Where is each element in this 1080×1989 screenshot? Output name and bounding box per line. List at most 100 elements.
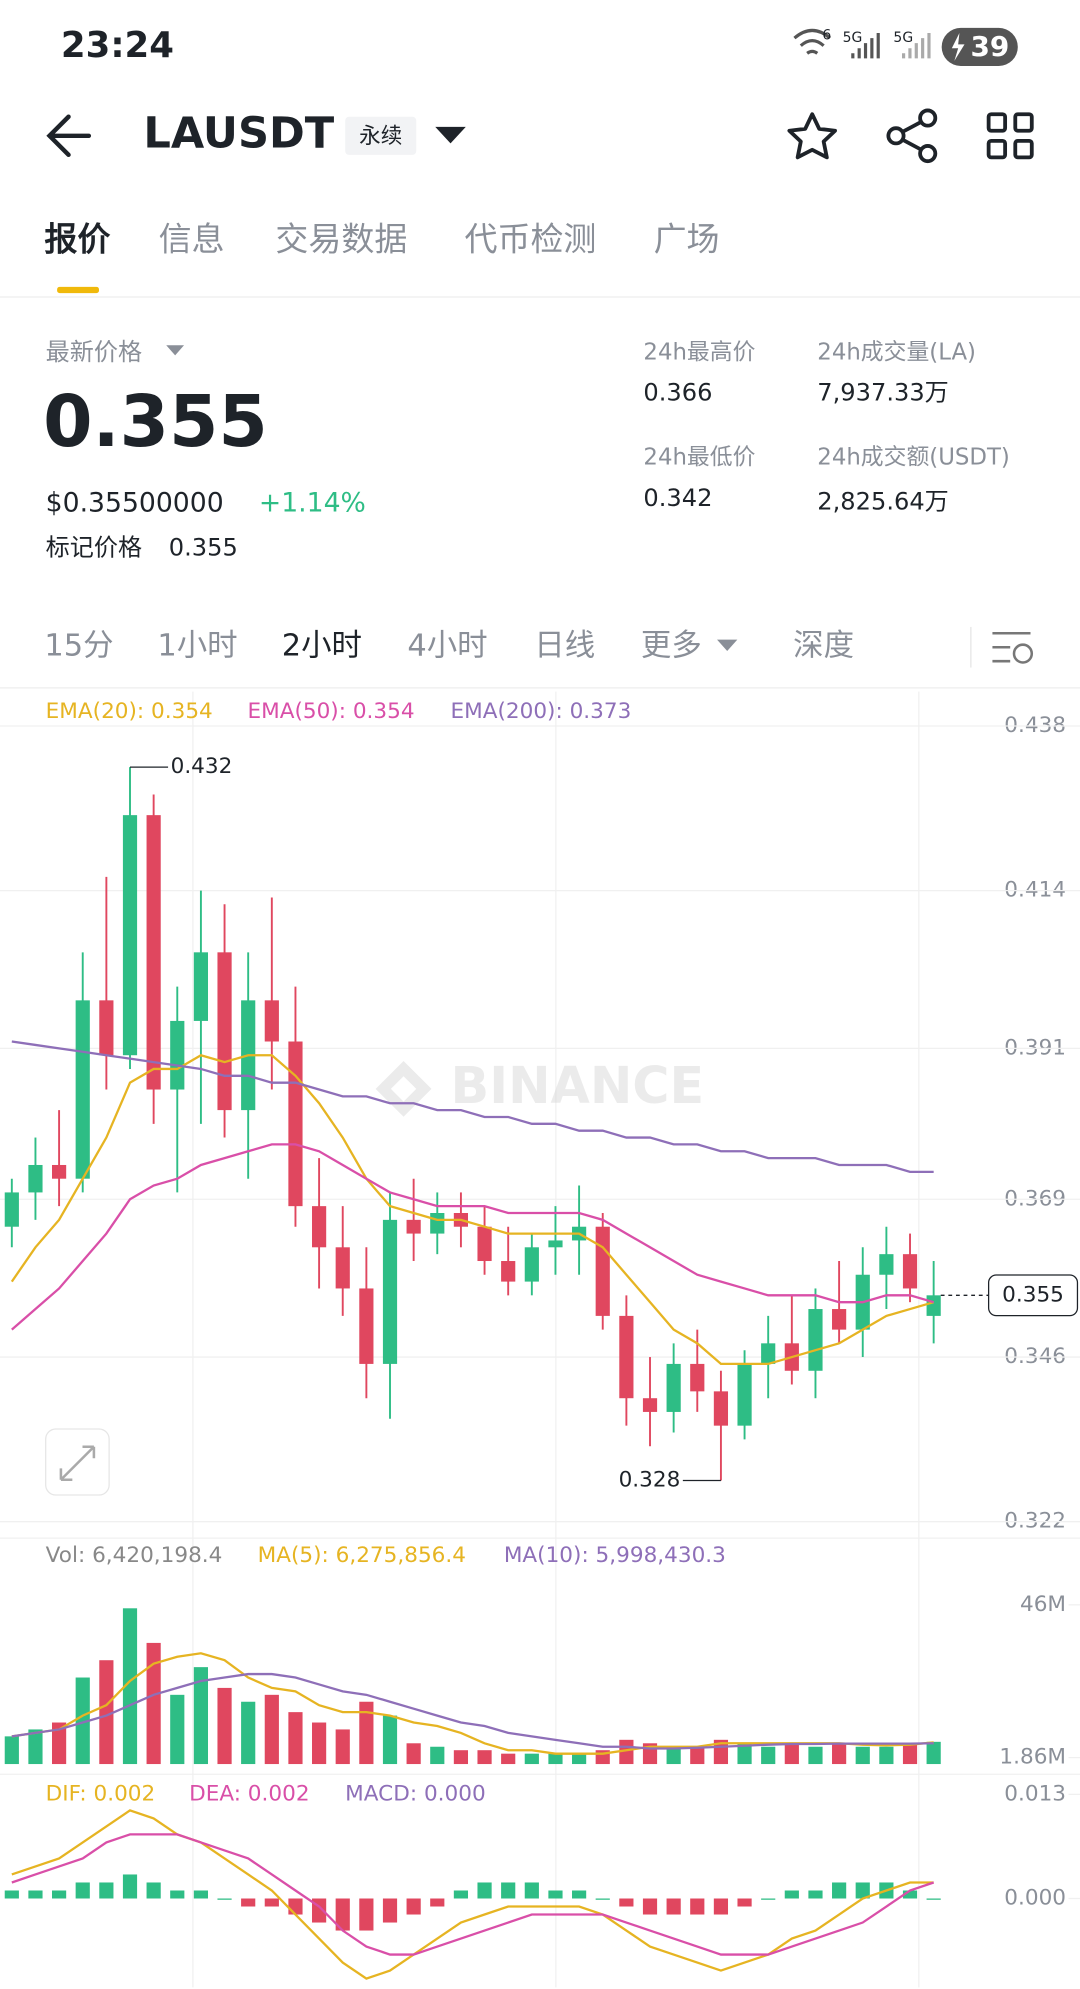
line-series xyxy=(11,1833,935,1956)
legend-label: DIF: 0.002 xyxy=(46,1782,156,1807)
candle-body xyxy=(288,1041,303,1207)
candle-body xyxy=(737,1363,752,1426)
bar xyxy=(808,1890,823,1899)
bar xyxy=(595,1898,610,1900)
settings-lines xyxy=(992,632,1031,663)
tab[interactable]: 交易数据 xyxy=(275,220,407,259)
bar xyxy=(572,1890,587,1899)
share-button[interactable] xyxy=(886,108,938,164)
legend-label: MA(10): 5,998,430.3 xyxy=(504,1543,726,1568)
annotation-label: 0.432 xyxy=(171,754,233,779)
tag-bg xyxy=(345,116,417,155)
bar xyxy=(666,1746,681,1765)
bar xyxy=(784,1743,799,1765)
interval[interactable]: 2小时 xyxy=(282,629,362,664)
stat-label: 24h成交额(USDT) xyxy=(817,445,1010,471)
share-node xyxy=(918,108,938,128)
candle-body xyxy=(4,1192,19,1227)
y-tick-label: 46M xyxy=(1020,1592,1066,1617)
candle-body xyxy=(312,1206,327,1248)
bar xyxy=(52,1722,67,1765)
chart-settings[interactable] xyxy=(992,632,1034,664)
bar xyxy=(122,1608,138,1765)
bar xyxy=(335,1729,350,1765)
battery-level: 39 xyxy=(970,30,1009,63)
tab[interactable]: 报价 xyxy=(44,220,110,259)
stat-label: 24h最低价 xyxy=(643,445,755,471)
contract-tag: 永续 xyxy=(359,124,402,149)
bar xyxy=(241,1701,256,1765)
candle-body xyxy=(501,1261,516,1282)
menu-cell xyxy=(1013,112,1034,133)
bar xyxy=(453,1890,469,1899)
tab-indicator xyxy=(57,286,99,294)
bar xyxy=(501,1753,516,1765)
line-series xyxy=(11,1143,934,1331)
bar xyxy=(406,1898,421,1915)
tab[interactable]: 广场 xyxy=(654,220,720,259)
bar xyxy=(902,1890,918,1899)
candle-body xyxy=(619,1315,634,1399)
bar xyxy=(288,1898,303,1915)
signal-icon xyxy=(851,32,880,59)
menu-button[interactable] xyxy=(986,112,1034,160)
bar xyxy=(926,1898,941,1900)
bar xyxy=(761,1746,776,1765)
candle-body xyxy=(193,952,209,1021)
wifi-label: 6 xyxy=(822,28,831,44)
network-label: 5G xyxy=(843,30,863,46)
bar xyxy=(28,1729,43,1765)
bar xyxy=(382,1898,398,1923)
bar xyxy=(926,1741,941,1765)
bar xyxy=(690,1746,705,1765)
bar xyxy=(288,1712,303,1765)
watermark-logo xyxy=(375,1060,432,1117)
interval[interactable]: 深度 xyxy=(793,629,854,664)
interval[interactable]: 日线 xyxy=(534,629,595,664)
charging-icon xyxy=(951,32,965,61)
more-dropdown[interactable] xyxy=(717,639,738,652)
candle-body xyxy=(761,1343,776,1364)
bar xyxy=(430,1746,445,1765)
candle-body xyxy=(666,1363,681,1412)
symbol-dropdown[interactable] xyxy=(435,126,466,144)
bar xyxy=(548,1753,563,1765)
candle-body xyxy=(406,1219,421,1234)
candle-body xyxy=(359,1288,374,1364)
candle-body xyxy=(217,952,232,1111)
back-button[interactable] xyxy=(46,114,92,158)
bar xyxy=(855,1746,870,1765)
bar xyxy=(217,1898,232,1900)
menu-cell xyxy=(1013,138,1034,160)
bar xyxy=(832,1743,847,1765)
bar xyxy=(879,1746,894,1765)
bar xyxy=(146,1642,161,1765)
tab[interactable]: 代币检测 xyxy=(464,220,596,259)
interval[interactable]: 15分 xyxy=(44,629,113,664)
bar xyxy=(524,1753,539,1765)
candle-body xyxy=(832,1309,847,1330)
mark-price: 0.355 xyxy=(169,533,238,561)
interval[interactable]: 1小时 xyxy=(157,629,237,664)
candle-body xyxy=(52,1164,67,1179)
share-node xyxy=(886,126,906,146)
tab[interactable]: 信息 xyxy=(159,220,225,259)
network-label: 5G xyxy=(893,30,913,46)
price-type-dropdown[interactable] xyxy=(166,345,185,356)
favorite-button[interactable] xyxy=(787,112,837,160)
bar xyxy=(737,1898,752,1907)
interval[interactable]: 4小时 xyxy=(407,629,487,664)
candle-body xyxy=(264,1000,279,1042)
bar xyxy=(4,1890,19,1899)
bar xyxy=(359,1701,374,1765)
bar xyxy=(737,1743,752,1765)
candle-body xyxy=(902,1254,918,1289)
candle-body xyxy=(170,1020,185,1090)
bar xyxy=(855,1882,870,1899)
candle-body xyxy=(713,1391,729,1426)
interval[interactable]: 更多 xyxy=(641,629,702,664)
bar xyxy=(122,1874,138,1899)
bar xyxy=(75,1677,90,1765)
candle-body xyxy=(926,1295,941,1316)
